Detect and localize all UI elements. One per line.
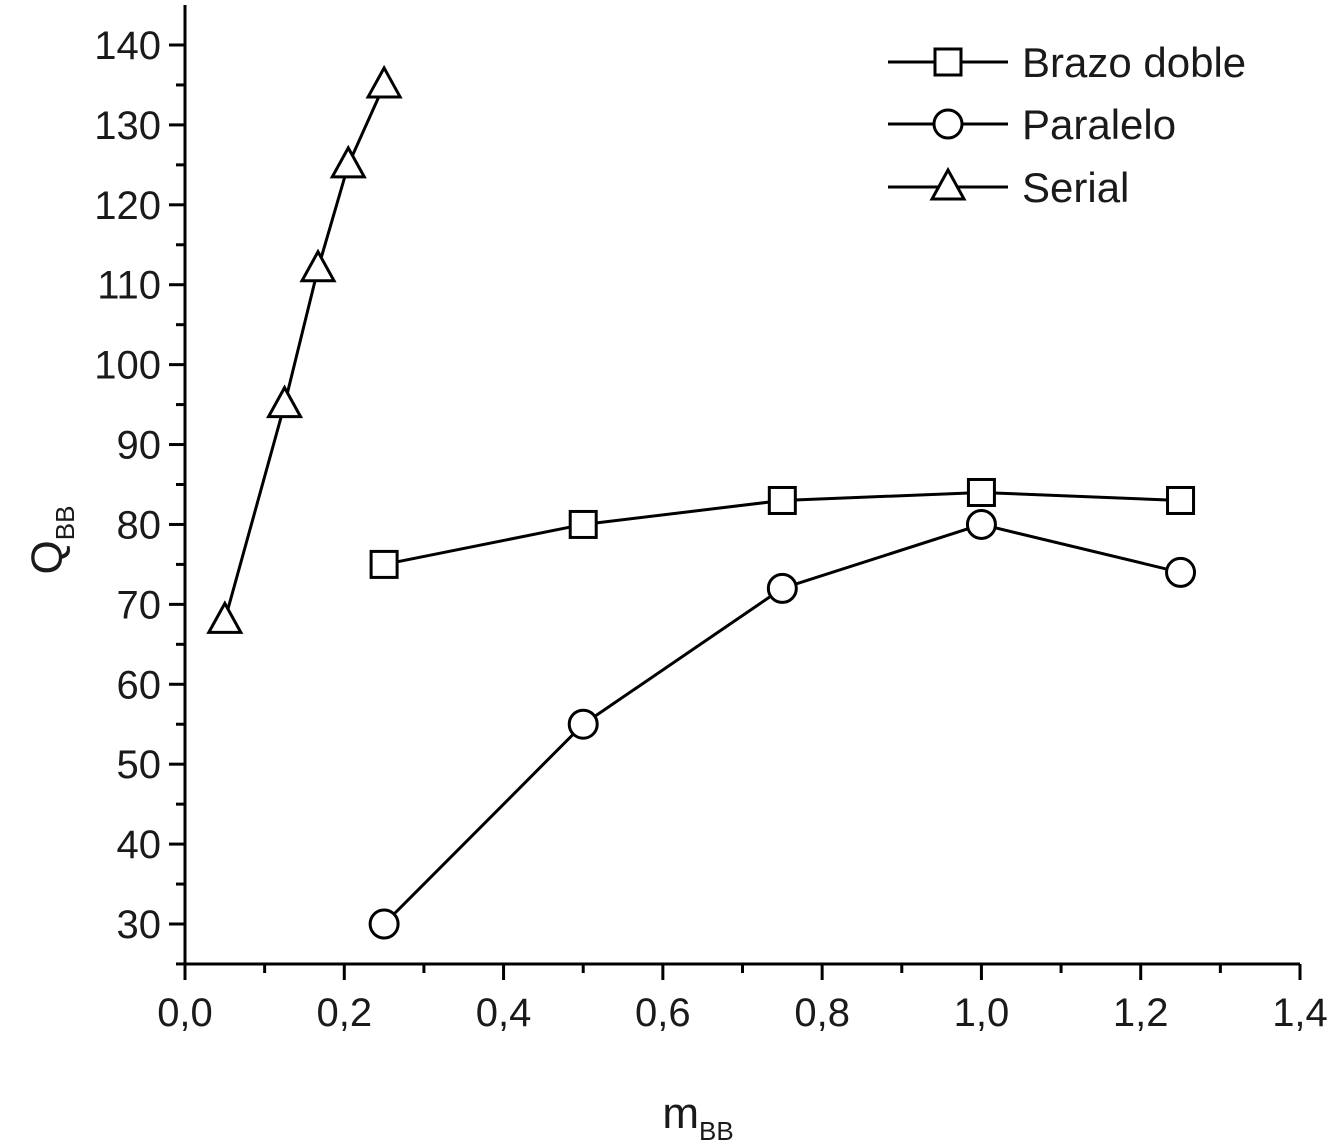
data-point-paralelo xyxy=(965,508,997,540)
axes xyxy=(183,5,1300,966)
data-point-brazo-doble xyxy=(369,549,399,579)
y-tick-label: 70 xyxy=(117,583,162,627)
legend-marker-triangle xyxy=(929,166,967,201)
data-point-serial xyxy=(329,144,367,179)
data-point-serial xyxy=(206,600,244,634)
data-point-brazo-doble xyxy=(767,485,797,515)
y-tick-label: 40 xyxy=(117,823,162,867)
legend-label: Paralelo xyxy=(1022,101,1176,148)
series-brazo-doble xyxy=(369,477,1196,579)
legend-label: Serial xyxy=(1022,164,1129,211)
y-ticks: 30 40 50 60 70 80 90 100 110 120 130 140 xyxy=(94,24,185,966)
y-tick-label: 30 xyxy=(117,903,162,947)
x-tick-label: 0,8 xyxy=(794,991,850,1035)
data-point-brazo-doble xyxy=(568,509,598,539)
series-line-serial xyxy=(223,84,386,621)
legend: Brazo doble Paralelo Serial xyxy=(888,39,1246,211)
x-tick-label: 1,2 xyxy=(1113,991,1169,1035)
legend-item-serial: Serial xyxy=(888,164,1129,211)
y-tick-label: 120 xyxy=(94,184,161,228)
legend-item-brazo-doble: Brazo doble xyxy=(888,39,1246,86)
data-point-paralelo xyxy=(567,708,599,740)
data-point-paralelo xyxy=(368,908,400,940)
legend-item-paralelo: Paralelo xyxy=(888,101,1176,148)
y-tick-label: 50 xyxy=(117,743,162,787)
series-paralelo xyxy=(368,508,1197,940)
x-tick-label: 0,2 xyxy=(316,991,372,1035)
data-point-serial xyxy=(266,384,304,419)
x-tick-label: 0,6 xyxy=(635,991,691,1035)
y-tick-label: 130 xyxy=(94,104,161,148)
data-point-paralelo xyxy=(766,572,798,604)
data-point-serial xyxy=(365,64,403,99)
y-tick-label: 100 xyxy=(94,344,161,388)
legend-marker-square xyxy=(933,47,963,77)
x-tick-label: 0,4 xyxy=(476,991,532,1035)
x-tick-label: 1,0 xyxy=(954,991,1010,1035)
y-tick-label: 110 xyxy=(97,264,161,308)
x-axis-title: mBB xyxy=(662,1089,733,1146)
data-point-serial xyxy=(299,248,337,283)
y-axis-title: QBB xyxy=(23,506,80,575)
legend-label: Brazo doble xyxy=(1022,39,1246,86)
series-group xyxy=(206,64,1197,940)
x-tick-label: 1,4 xyxy=(1272,991,1328,1035)
data-point-paralelo xyxy=(1165,556,1197,588)
data-point-brazo-doble xyxy=(1166,485,1196,515)
legend-marker-circle xyxy=(932,108,964,140)
data-point-brazo-doble xyxy=(966,477,996,507)
y-tick-label: 90 xyxy=(117,424,162,468)
y-tick-label: 140 xyxy=(94,24,161,68)
x-tick-label: 0,0 xyxy=(157,991,213,1035)
y-tick-label: 80 xyxy=(117,503,162,547)
x-ticks: 0,0 0,2 0,4 0,6 0,8 1,0 1,2 1,4 xyxy=(157,964,1328,1035)
series-serial xyxy=(206,64,403,634)
y-axis-title-group: QBB xyxy=(23,506,80,575)
y-tick-label: 60 xyxy=(117,663,162,707)
